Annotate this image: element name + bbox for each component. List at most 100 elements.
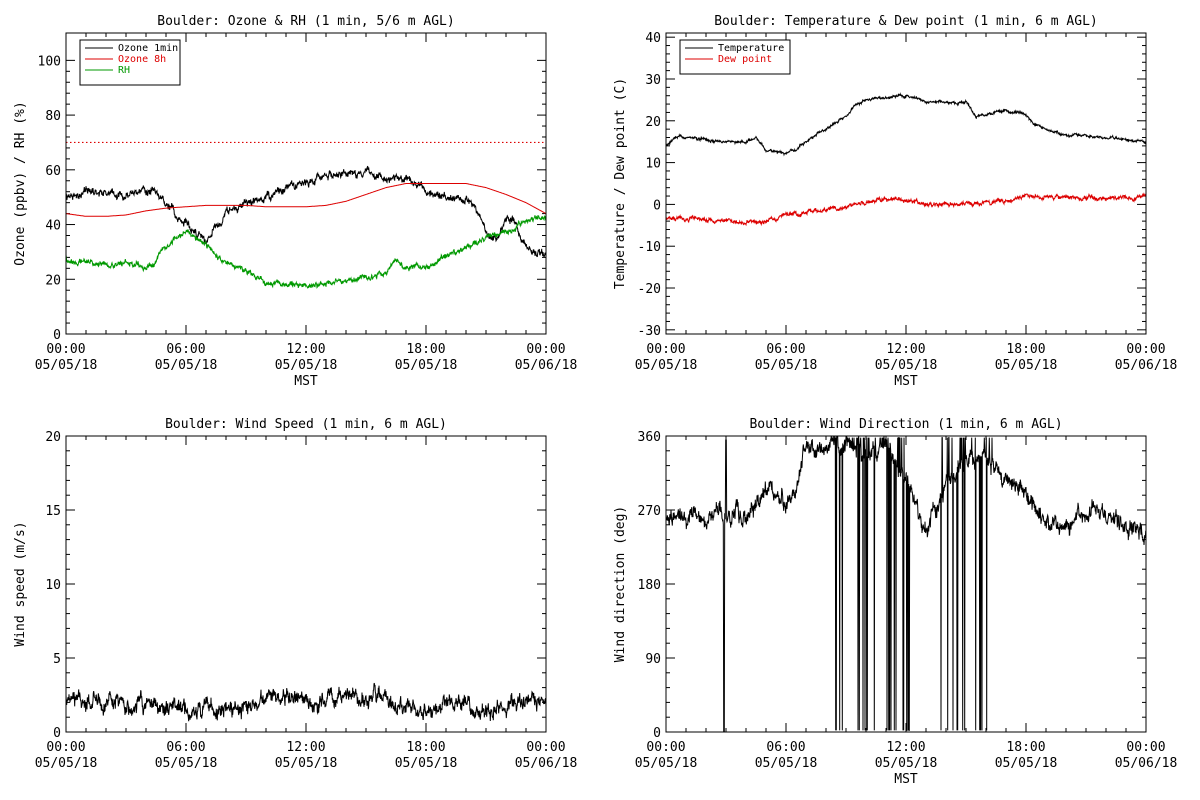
- x-tick-date: 05/05/18: [635, 358, 698, 373]
- chart-panel-wind_dir: Boulder: Wind Direction (1 min, 6 m AGL)…: [613, 417, 1177, 787]
- x-tick-date: 05/05/18: [155, 756, 218, 771]
- plot-area: [666, 92, 1146, 227]
- x-tick-date: 05/05/18: [995, 358, 1058, 373]
- x-tick-date: 05/06/18: [515, 756, 578, 771]
- x-tick-date: 05/05/18: [635, 756, 698, 771]
- x-tick-date: 05/05/18: [35, 358, 98, 373]
- x-tick-time: 12:00: [286, 740, 325, 755]
- x-axis-label: MST: [294, 374, 318, 389]
- x-tick-time: 18:00: [1006, 342, 1045, 357]
- x-tick-date: 05/06/18: [1115, 358, 1178, 373]
- y-tick-label: 0: [653, 726, 661, 741]
- chart-title: Boulder: Wind Direction (1 min, 6 m AGL): [749, 417, 1062, 432]
- y-tick-label: 60: [45, 164, 61, 179]
- series-line-ozone-8h: [66, 183, 546, 217]
- y-axis-label: Ozone (ppbv) / RH (%): [13, 101, 28, 265]
- x-tick-time: 06:00: [166, 740, 205, 755]
- series-line-wind_dir: [666, 436, 1146, 732]
- legend-box: [679, 39, 791, 75]
- x-tick-time: 00:00: [526, 342, 565, 357]
- y-tick-label: -30: [638, 324, 661, 339]
- series-line-dew-point: [666, 192, 1146, 227]
- y-tick-label: 10: [645, 157, 661, 172]
- x-tick-time: 18:00: [406, 342, 445, 357]
- legend-entry: RH: [118, 65, 130, 76]
- x-tick-time: 18:00: [1006, 740, 1045, 755]
- x-tick-date: 05/05/18: [35, 756, 98, 771]
- x-tick-time: 06:00: [166, 342, 205, 357]
- y-axis-label: Temperature / Dew point (C): [613, 78, 628, 289]
- x-tick-date: 05/05/18: [995, 756, 1058, 771]
- y-tick-label: 270: [638, 504, 661, 519]
- plot-area: [66, 682, 546, 722]
- y-tick-label: 0: [53, 328, 61, 343]
- x-tick-time: 00:00: [46, 342, 85, 357]
- x-tick-time: 12:00: [286, 342, 325, 357]
- x-tick-date: 05/05/18: [395, 756, 458, 771]
- x-tick-date: 05/05/18: [875, 358, 938, 373]
- legend-entry: Dew point: [718, 54, 772, 65]
- x-tick-date: 05/05/18: [275, 756, 338, 771]
- x-tick-time: 06:00: [766, 740, 805, 755]
- x-tick-time: 00:00: [1126, 740, 1165, 755]
- x-tick-date: 05/06/18: [515, 358, 578, 373]
- x-tick-time: 12:00: [886, 740, 925, 755]
- y-tick-label: 180: [638, 578, 661, 593]
- x-tick-date: 05/05/18: [875, 756, 938, 771]
- x-tick-date: 05/05/18: [395, 358, 458, 373]
- series-line-rh: [66, 215, 546, 289]
- plot-frame: [65, 435, 547, 733]
- x-tick-time: 18:00: [406, 740, 445, 755]
- chart-title: Boulder: Ozone & RH (1 min, 5/6 m AGL): [157, 14, 454, 29]
- plot-area: [666, 436, 1146, 732]
- y-axis-label: Wind speed (m/s): [13, 521, 28, 646]
- series-line-wind_speed: [66, 682, 546, 722]
- x-tick-time: 00:00: [646, 342, 685, 357]
- plot-frame: [665, 32, 1147, 335]
- legend-entry: Ozone 1min: [118, 43, 178, 54]
- y-tick-label: 10: [45, 578, 61, 593]
- y-tick-label: 0: [653, 198, 661, 213]
- y-tick-label: 0: [53, 726, 61, 741]
- x-tick-time: 06:00: [766, 342, 805, 357]
- x-axis-label: MST: [894, 772, 918, 787]
- y-tick-label: -10: [638, 240, 661, 255]
- x-tick-time: 12:00: [886, 342, 925, 357]
- y-tick-label: 30: [645, 73, 661, 88]
- chart-panel-wind_speed: Boulder: Wind Speed (1 min, 6 m AGL) Wind…: [13, 417, 577, 771]
- x-tick-time: 00:00: [46, 740, 85, 755]
- y-axis-label: Wind direction (deg): [613, 506, 628, 663]
- x-tick-date: 05/05/18: [755, 756, 818, 771]
- plot-frame: [65, 32, 547, 335]
- y-tick-label: 80: [45, 109, 61, 124]
- y-tick-label: 360: [638, 430, 661, 445]
- chart-title: Boulder: Wind Speed (1 min, 6 m AGL): [165, 417, 447, 432]
- x-tick-date: 05/06/18: [1115, 756, 1178, 771]
- x-tick-date: 05/05/18: [755, 358, 818, 373]
- series-line-ozone-1min: [66, 165, 546, 258]
- y-tick-label: 15: [45, 504, 61, 519]
- x-tick-time: 00:00: [526, 740, 565, 755]
- x-tick-date: 05/05/18: [155, 358, 218, 373]
- plot-frame: [665, 435, 1147, 733]
- series-line-temperature: [666, 92, 1146, 157]
- x-tick-time: 00:00: [1126, 342, 1165, 357]
- chart-panel-ozone_rh: Boulder: Ozone & RH (1 min, 5/6 m AGL) Oz…: [13, 14, 577, 389]
- legend-entry: Temperature: [718, 43, 784, 54]
- y-tick-label: -20: [638, 282, 661, 297]
- y-tick-label: 100: [38, 54, 61, 69]
- y-tick-label: 20: [45, 273, 61, 288]
- chart-title: Boulder: Temperature & Dew point (1 min,…: [714, 14, 1098, 29]
- y-tick-label: 5: [53, 652, 61, 667]
- x-tick-time: 00:00: [646, 740, 685, 755]
- legend-entry: Ozone 8h: [118, 54, 166, 65]
- x-axis-label: MST: [894, 374, 918, 389]
- plot-area: [66, 141, 546, 289]
- y-tick-label: 20: [645, 115, 661, 130]
- y-tick-label: 20: [45, 430, 61, 445]
- y-tick-label: 90: [645, 652, 661, 667]
- y-tick-label: 40: [645, 31, 661, 46]
